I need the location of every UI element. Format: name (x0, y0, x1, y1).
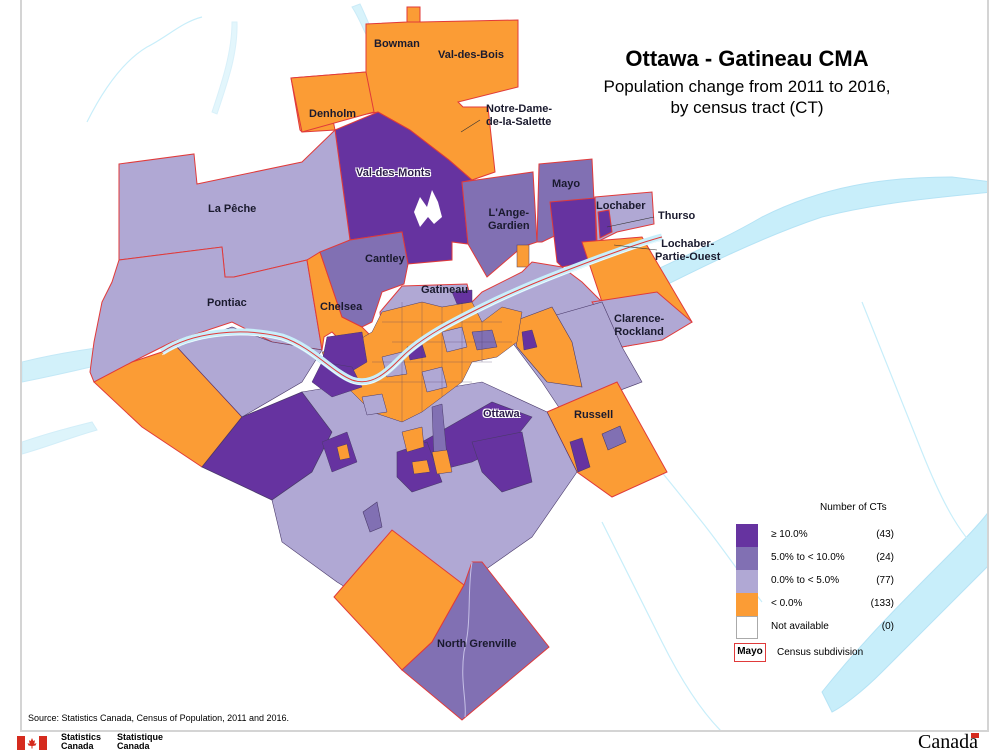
label-lange-gardien: L'Ange- Gardien (488, 207, 530, 232)
agency-name-en: Statistics Canada (61, 732, 102, 751)
csd-cantley (319, 231, 409, 328)
legend-item: 0.0% to < 5.0% (77) (734, 570, 894, 593)
label-russell: Russell (574, 409, 614, 421)
canada-flag-icon (17, 736, 47, 750)
legend-csd-sample: Mayo (734, 643, 766, 662)
csd-pontiac (89, 246, 323, 383)
legend-swatch-0to5 (736, 570, 758, 593)
title-block: Ottawa - Gatineau CMA Population change … (562, 46, 932, 118)
label-pontiac: Pontiac (207, 297, 247, 309)
label-cantley: Cantley (365, 253, 405, 265)
north-csds (290, 6, 519, 181)
label-chelsea: Chelsea (320, 301, 363, 313)
map-title: Ottawa - Gatineau CMA (625, 46, 869, 71)
label-lochaber-partie-ouest: Lochaber- Partie-Ouest (655, 238, 721, 263)
lake (414, 190, 442, 227)
legend: Number of CTs ≥ 10.0% (43) 5.0% to < 10.… (734, 502, 894, 639)
label-val-des-bois: Val-des-Bois (438, 49, 505, 61)
legend-swatch-lt0 (736, 593, 758, 616)
label-val-des-monts: Val-des-Monts (356, 167, 431, 179)
label-notre-dame-de-la-salette: Notre-Dame- de-la-Salette (486, 103, 553, 128)
label-clarence-rockland: Clarence- Rockland (614, 313, 665, 338)
legend-csd-label: Census subdivision (777, 647, 864, 658)
source-note: Source: Statistics Canada, Census of Pop… (28, 713, 290, 723)
provincial-border (161, 236, 663, 383)
label-lochaber: Lochaber (596, 200, 646, 212)
legend-item: ≥ 10.0% (43) (734, 524, 894, 547)
tract-lines (362, 302, 512, 422)
csd-north-grenville (401, 561, 550, 721)
label-gatineau: Gatineau (421, 284, 469, 296)
legend-swatch-na (736, 616, 758, 639)
label-ottawa: Ottawa (483, 408, 520, 420)
choropleth-map (22, 3, 987, 730)
label-la-peche: La Pêche (208, 203, 257, 215)
map-subtitle-line1: Population change from 2011 to 2016, (603, 77, 891, 96)
wordmark-flag-icon (970, 733, 979, 738)
map-frame: Ottawa - Gatineau CMA Population change … (20, 0, 989, 732)
csd-thurso (597, 209, 613, 239)
legend-item: < 0.0% (133) (734, 593, 894, 616)
footer (0, 732, 1000, 750)
legend-item: 5.0% to < 10.0% (24) (734, 547, 894, 570)
map-subtitle-line2: by census tract (CT) (670, 98, 824, 117)
label-thurso: Thurso (658, 210, 696, 222)
legend-swatch-ge10 (736, 524, 758, 547)
leader-lines (460, 119, 658, 251)
label-mayo: Mayo (552, 178, 581, 190)
label-bowman: Bowman (374, 38, 420, 50)
agency-name-fr: Statistique Canada (117, 732, 164, 751)
legend-swatch-5to10 (736, 547, 758, 570)
legend-item: Not available (0) (734, 616, 894, 639)
legend-header: Number of CTs (820, 502, 887, 513)
canada-wordmark: Canada (918, 731, 979, 753)
label-north-grenville: North Grenville (437, 638, 517, 650)
label-denholm: Denholm (309, 108, 357, 120)
